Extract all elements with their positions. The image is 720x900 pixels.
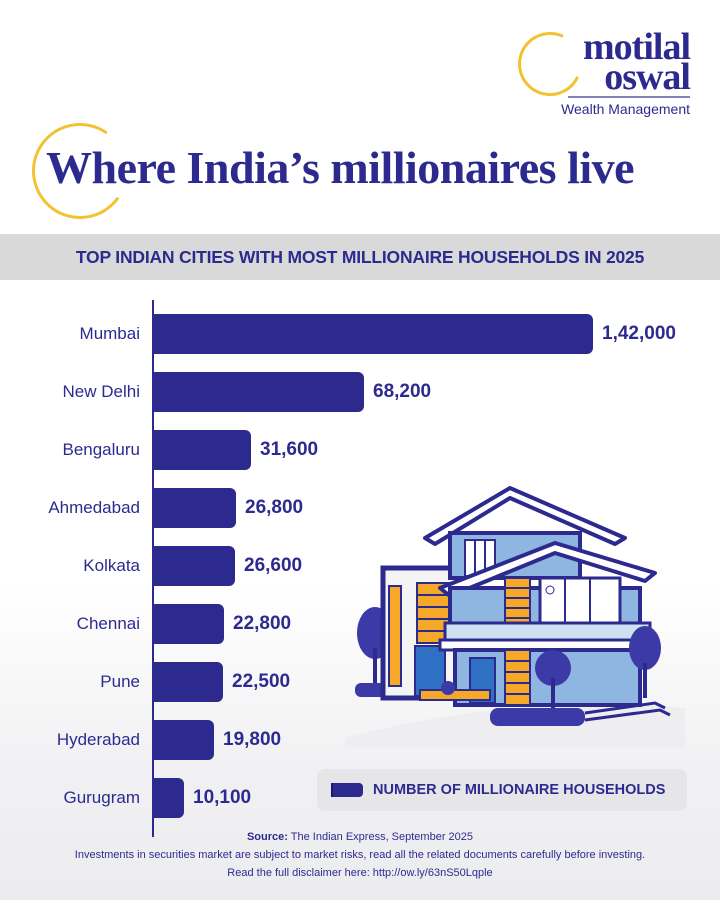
brand-logo: motilal oswal Wealth Management (530, 26, 691, 117)
bar-category-label: Chennai (76, 614, 140, 633)
chart-row: New Delhi 68,200 (0, 372, 720, 412)
bar-category-label: Bengaluru (62, 440, 140, 459)
bar-value-label: 26,600 (244, 555, 303, 576)
brand-name-line2: oswal (604, 56, 691, 98)
source-line: Source: The Indian Express, September 20… (0, 828, 720, 846)
bar-value-label: 1,42,000 (602, 323, 676, 344)
bar (153, 488, 236, 528)
source-label: Source: (246, 831, 288, 843)
bar-category-label: New Delhi (62, 382, 140, 401)
bar-value-label: 31,600 (260, 439, 319, 460)
legend-swatch (331, 783, 363, 797)
brand-subtitle: Wealth Management (561, 101, 690, 117)
chart-row: Pune 22,500 (0, 662, 720, 702)
bar (153, 314, 593, 354)
bar-category-label: Pune (100, 672, 140, 691)
bar-value-label: 22,800 (233, 613, 292, 634)
bar-category-label: Hyderabad (56, 730, 140, 749)
legend-label: NUMBER OF MILLIONAIRE HOUSEHOLDS (373, 782, 666, 798)
source-text: The Indian Express, September 2025 (287, 831, 474, 843)
footer: Source: The Indian Express, September 20… (0, 828, 720, 882)
modern-house-icon (345, 486, 685, 748)
bar (153, 372, 364, 412)
bar (153, 720, 214, 760)
bar-value-label: 22,500 (232, 671, 291, 692)
bar-category-label: Ahmedabad (48, 498, 140, 517)
bar-category-label: Gurugram (63, 788, 140, 807)
bar-value-label: 68,200 (373, 381, 432, 402)
disclaimer-link[interactable]: Read the full disclaimer here: http://ow… (227, 867, 493, 879)
chart-title: TOP INDIAN CITIES WITH MOST MILLIONAIRE … (75, 246, 645, 267)
chart-row: Kolkata 26,600 (0, 546, 720, 586)
bar (153, 662, 223, 702)
chart-row: Chennai 22,800 (0, 604, 720, 644)
bar (153, 778, 184, 818)
chart-title-band: TOP INDIAN CITIES WITH MOST MILLIONAIRE … (0, 234, 720, 280)
bar (153, 430, 251, 470)
page-title: Where India’s millionaires live (46, 142, 635, 193)
bar-category-label: Mumbai (79, 324, 140, 343)
brand-divider (568, 96, 690, 98)
bar-value-label: 26,800 (245, 497, 304, 518)
brand-name-line1: motilal (583, 26, 691, 68)
chart-row: Gurugram 10,100 (0, 778, 720, 818)
bar-value-label: 10,100 (193, 787, 252, 808)
chart-legend: NUMBER OF MILLIONAIRE HOUSEHOLDS (317, 769, 687, 811)
bar-category-label: Kolkata (83, 556, 140, 575)
bar (153, 546, 235, 586)
chart-row: Mumbai 1,42,000 (0, 314, 720, 354)
chart-row: Bengaluru 31,600 (0, 430, 720, 470)
chart-row: Hyderabad 19,800 (0, 720, 720, 760)
bar-value-label: 19,800 (223, 729, 282, 750)
chart-row: Ahmedabad 26,800 (0, 488, 720, 528)
disclaimer-text: Investments in securities market are sub… (74, 849, 646, 861)
bar (153, 604, 224, 644)
